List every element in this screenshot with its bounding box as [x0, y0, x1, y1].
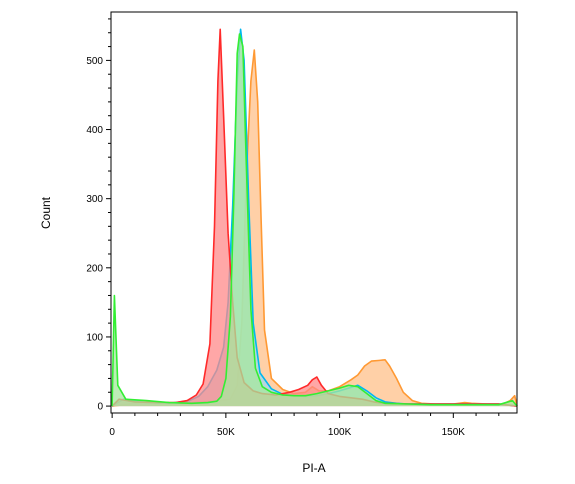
series-4-area: [112, 34, 517, 407]
series-3-line: [111, 28, 518, 407]
series-2-area: [112, 29, 517, 407]
x-tick-label: 100K: [328, 427, 352, 438]
series-1-area: [112, 50, 517, 407]
series-2-line: [111, 28, 518, 407]
x-tick-label: 50K: [217, 427, 235, 438]
plot-frame: [110, 11, 518, 414]
y-tick-label: 400: [86, 125, 103, 136]
y-tick-label: 300: [86, 194, 103, 205]
y-tick-label: 100: [86, 332, 103, 343]
x-tick-label: 150K: [442, 427, 466, 438]
x-tick-label: 0: [109, 427, 115, 438]
x-axis-ticks: 0 50K 100K 150K: [109, 413, 500, 438]
y-axis-title: Count: [39, 196, 53, 229]
y-tick-label: 0: [97, 402, 103, 413]
series-4-line: [111, 33, 518, 407]
x-axis-title: PI-A: [302, 461, 325, 475]
y-tick-label: 200: [86, 263, 103, 274]
y-axis-ticks: 0 100 200 300 400 500: [86, 18, 111, 413]
series-1-line: [112, 49, 518, 407]
series-layer: [111, 28, 518, 407]
y-tick-label: 500: [86, 56, 103, 67]
series-3-area: [112, 29, 517, 407]
